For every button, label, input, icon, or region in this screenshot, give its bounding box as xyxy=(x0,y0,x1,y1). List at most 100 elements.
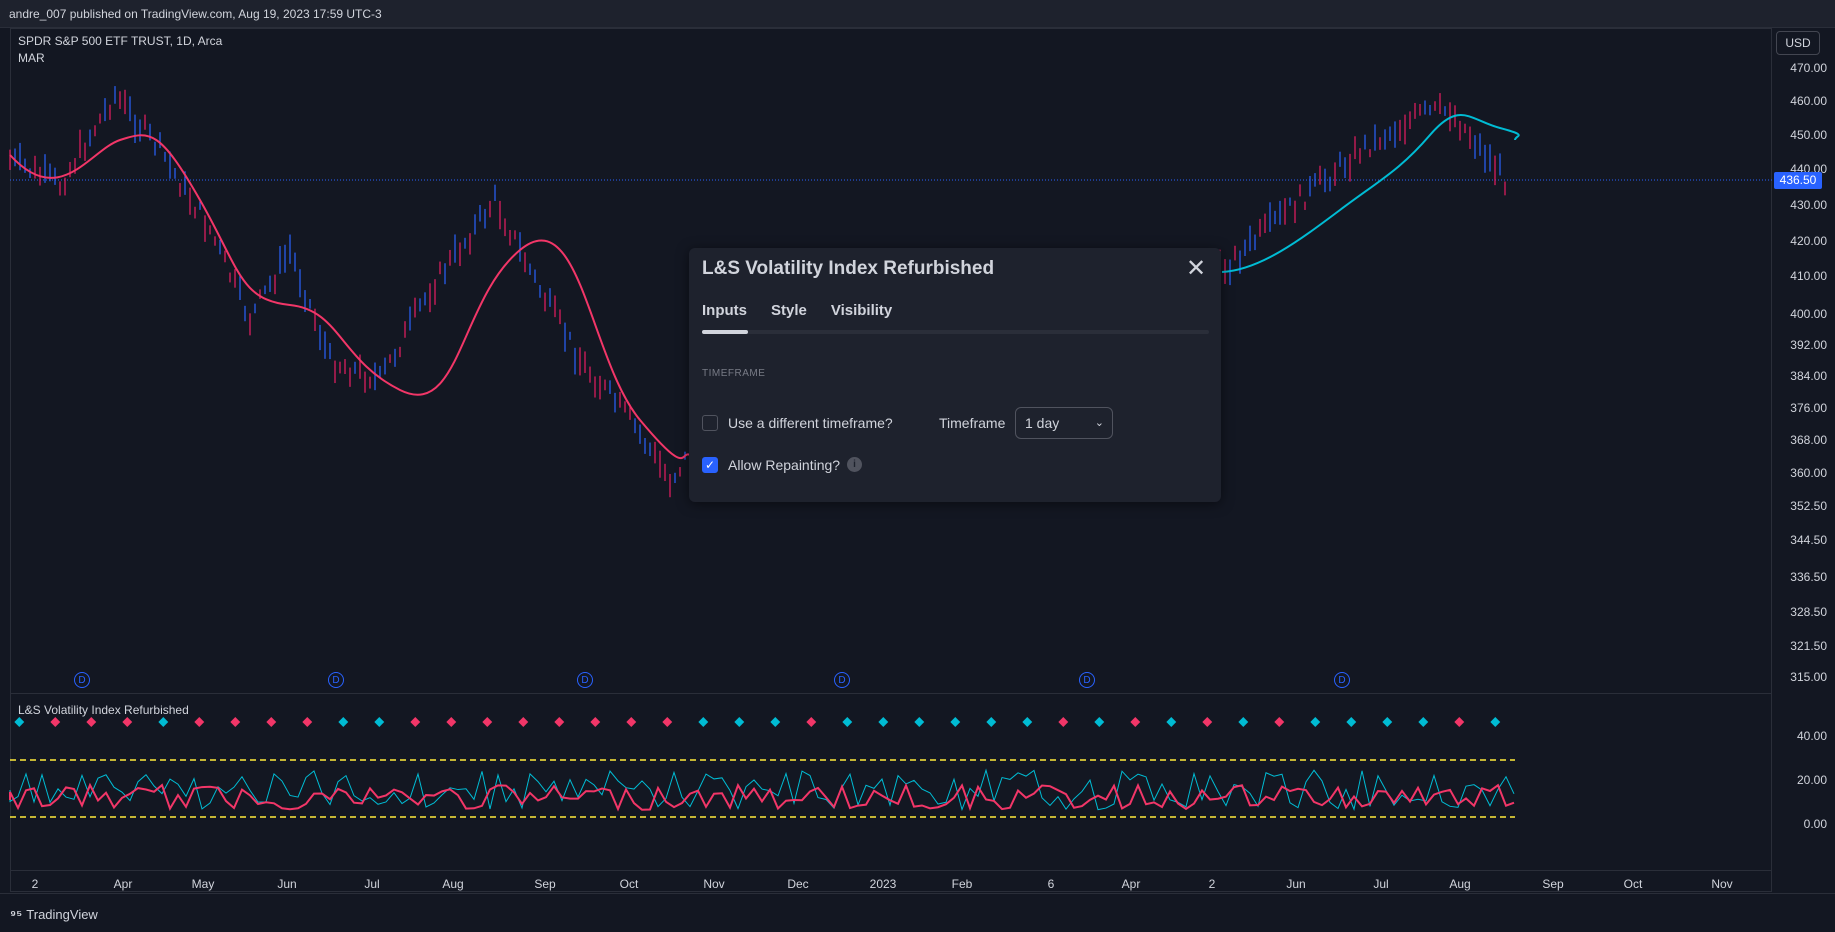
tab-visibility[interactable]: Visibility xyxy=(830,302,893,319)
price-tick: 376.00 xyxy=(1790,401,1827,415)
moving-average-line xyxy=(1221,114,1520,273)
price-tick: 470.00 xyxy=(1790,61,1827,75)
info-icon[interactable]: i xyxy=(847,457,862,472)
currency-button[interactable]: USD xyxy=(1776,31,1820,55)
ma-legend[interactable]: MAR xyxy=(18,51,45,65)
time-tick: Sep xyxy=(1542,877,1564,891)
time-tick: May xyxy=(191,877,215,891)
price-tick: 352.50 xyxy=(1790,499,1827,513)
indicator-tick: 0.00 xyxy=(1803,817,1827,831)
price-tick: 321.50 xyxy=(1790,639,1827,653)
price-tick: 430.00 xyxy=(1790,198,1827,212)
time-scale[interactable]: 2 Apr May Jun Jul Aug Sep Oct Nov Dec 2023 Feb 6 Apr 2… xyxy=(10,870,1772,893)
time-tick: Aug xyxy=(1449,877,1471,891)
use-different-timeframe-checkbox[interactable] xyxy=(702,415,718,431)
pane-separator[interactable] xyxy=(10,693,1772,694)
brand-name: TradingView xyxy=(26,907,98,922)
dividend-marker[interactable]: D xyxy=(328,672,344,688)
signal-diamond xyxy=(842,717,853,727)
signal-diamond xyxy=(266,717,277,727)
current-price-label: 436.50 xyxy=(1774,172,1822,189)
timeframe-label: Timeframe xyxy=(939,415,1006,431)
price-scale[interactable]: 470.00 460.00 450.00 440.00 430.00 420.00 410.… xyxy=(1772,28,1835,892)
signal-diamond xyxy=(50,717,61,727)
signal-diamond xyxy=(158,717,169,727)
signal-diamond xyxy=(14,717,25,727)
tab-inputs[interactable]: Inputs xyxy=(702,302,747,319)
dividend-marker[interactable]: D xyxy=(834,672,850,688)
timeframe-value: 1 day xyxy=(1025,415,1060,431)
moving-average-line xyxy=(9,134,691,460)
signal-diamond xyxy=(482,717,493,727)
signal-diamond xyxy=(770,717,781,727)
dividend-marker[interactable]: D xyxy=(74,672,90,688)
signal-diamond xyxy=(446,717,457,727)
signal-diamond xyxy=(338,717,349,727)
time-tick: Nov xyxy=(1711,877,1733,891)
indicator-legend[interactable]: L&S Volatility Index Refurbished xyxy=(18,703,189,717)
time-tick: Oct xyxy=(619,877,639,891)
close-icon[interactable]: ✕ xyxy=(1185,255,1207,282)
signal-diamond xyxy=(1130,717,1141,727)
signal-diamond xyxy=(1490,717,1501,727)
indicator-settings-dialog: L&S Volatility Index Refurbished ✕ Input… xyxy=(689,248,1221,502)
tab-active-indicator xyxy=(702,330,748,334)
tradingview-brand[interactable]: ⁹⁵ TradingView xyxy=(10,907,98,922)
dialog-tabs: Inputs Style Visibility xyxy=(702,302,892,319)
price-tick: 460.00 xyxy=(1790,94,1827,108)
tab-style[interactable]: Style xyxy=(771,302,807,319)
price-tick: 360.00 xyxy=(1790,466,1827,480)
signal-diamond xyxy=(554,717,565,727)
time-tick: Sep xyxy=(534,877,556,891)
dividend-marker[interactable]: D xyxy=(577,672,593,688)
signal-diamond xyxy=(590,717,601,727)
price-tick: 410.00 xyxy=(1790,269,1827,283)
signal-diamond xyxy=(878,717,889,727)
price-tick: 328.50 xyxy=(1790,605,1827,619)
symbol-title[interactable]: SPDR S&P 500 ETF TRUST, 1D, Arca xyxy=(18,34,223,48)
time-tick: Nov xyxy=(703,877,725,891)
allow-repainting-checkbox[interactable]: ✓ xyxy=(702,457,718,473)
dividend-marker[interactable]: D xyxy=(1334,672,1350,688)
tradingview-logo-icon: ⁹⁵ xyxy=(10,907,23,922)
time-tick: Jun xyxy=(277,877,297,891)
signal-diamond xyxy=(1202,717,1213,727)
signal-diamond xyxy=(1310,717,1321,727)
time-tick: 2 xyxy=(31,877,39,891)
signal-diamond xyxy=(1238,717,1249,727)
signal-diamond xyxy=(662,717,673,727)
dividend-marker[interactable]: D xyxy=(1079,672,1095,688)
signal-diamond xyxy=(1058,717,1069,727)
use-different-timeframe-label[interactable]: Use a different timeframe? xyxy=(728,415,893,431)
signal-diamond xyxy=(374,717,385,727)
signal-diamond xyxy=(194,717,205,727)
footer-bar: ⁹⁵ TradingView xyxy=(0,893,1835,932)
time-tick: Apr xyxy=(113,877,133,891)
signal-diamond xyxy=(1418,717,1429,727)
signal-diamond xyxy=(914,717,925,727)
tab-track xyxy=(702,330,1209,334)
time-tick: Jun xyxy=(1286,877,1306,891)
time-tick: Feb xyxy=(951,877,973,891)
signal-diamond xyxy=(1022,717,1033,727)
price-tick: 450.00 xyxy=(1790,128,1827,142)
signal-diamond xyxy=(1094,717,1105,727)
signal-diamond xyxy=(1346,717,1357,727)
signal-diamond xyxy=(230,717,241,727)
signal-diamond xyxy=(626,717,637,727)
signal-diamond xyxy=(302,717,313,727)
signal-diamond xyxy=(1274,717,1285,727)
indicator-tick: 20.00 xyxy=(1796,773,1827,787)
signal-diamond xyxy=(86,717,97,727)
time-tick: Aug xyxy=(442,877,464,891)
time-tick: Dec xyxy=(787,877,809,891)
allow-repainting-label[interactable]: Allow Repainting? xyxy=(728,457,841,473)
timeframe-select[interactable]: 1 day ⌄ xyxy=(1015,407,1113,439)
section-heading: TIMEFRAME xyxy=(702,368,766,379)
time-tick: 6 xyxy=(1047,877,1055,891)
signal-diamond xyxy=(1382,717,1393,727)
signal-diamond xyxy=(1454,717,1465,727)
price-tick: 420.00 xyxy=(1790,234,1827,248)
signal-diamond xyxy=(734,717,745,727)
